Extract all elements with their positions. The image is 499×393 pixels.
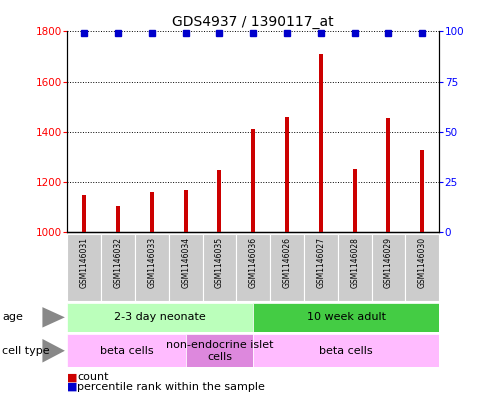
Bar	[67, 234, 101, 301]
Bar	[253, 303, 439, 332]
Text: GSM1146033: GSM1146033	[147, 237, 156, 288]
Text: cell type: cell type	[2, 346, 50, 356]
Text: 10 week adult: 10 week adult	[307, 312, 386, 322]
Text: GSM1146028: GSM1146028	[350, 237, 359, 288]
Bar	[285, 117, 289, 232]
Bar	[218, 170, 222, 232]
Text: 2-3 day neonate: 2-3 day neonate	[114, 312, 206, 322]
Bar	[169, 234, 203, 301]
Bar	[184, 190, 188, 232]
Bar	[319, 54, 323, 232]
Text: non-endocrine islet
cells: non-endocrine islet cells	[166, 340, 273, 362]
Bar	[150, 192, 154, 232]
Text: GSM1146027: GSM1146027	[316, 237, 325, 288]
Text: ■: ■	[67, 372, 78, 382]
Bar	[101, 234, 135, 301]
Text: ■: ■	[67, 382, 78, 392]
Text: GSM1146031: GSM1146031	[80, 237, 89, 288]
Bar	[372, 234, 405, 301]
Bar	[82, 195, 86, 232]
Polygon shape	[42, 307, 65, 327]
Bar	[304, 234, 338, 301]
Text: percentile rank within the sample: percentile rank within the sample	[77, 382, 265, 392]
Bar	[253, 334, 439, 367]
Bar	[420, 150, 424, 232]
Bar	[186, 334, 253, 367]
Text: GSM1146036: GSM1146036	[249, 237, 258, 288]
Text: GSM1146035: GSM1146035	[215, 237, 224, 288]
Bar	[116, 206, 120, 232]
Bar	[353, 169, 357, 232]
Bar	[135, 234, 169, 301]
Bar	[270, 234, 304, 301]
Polygon shape	[42, 339, 65, 362]
Text: beta cells: beta cells	[319, 346, 373, 356]
Bar	[67, 303, 253, 332]
Bar	[251, 129, 255, 232]
Text: beta cells: beta cells	[100, 346, 153, 356]
Bar	[405, 234, 439, 301]
Text: count: count	[77, 372, 109, 382]
Text: GSM1146034: GSM1146034	[181, 237, 190, 288]
Text: GSM1146029: GSM1146029	[384, 237, 393, 288]
Text: GSM1146032: GSM1146032	[114, 237, 123, 288]
Bar	[203, 234, 237, 301]
Bar	[237, 234, 270, 301]
Text: age: age	[2, 312, 23, 322]
Text: GSM1146026: GSM1146026	[282, 237, 291, 288]
Bar	[338, 234, 372, 301]
Bar	[67, 334, 186, 367]
Text: GSM1146030: GSM1146030	[418, 237, 427, 288]
Bar	[386, 118, 390, 232]
Title: GDS4937 / 1390117_at: GDS4937 / 1390117_at	[173, 15, 334, 29]
